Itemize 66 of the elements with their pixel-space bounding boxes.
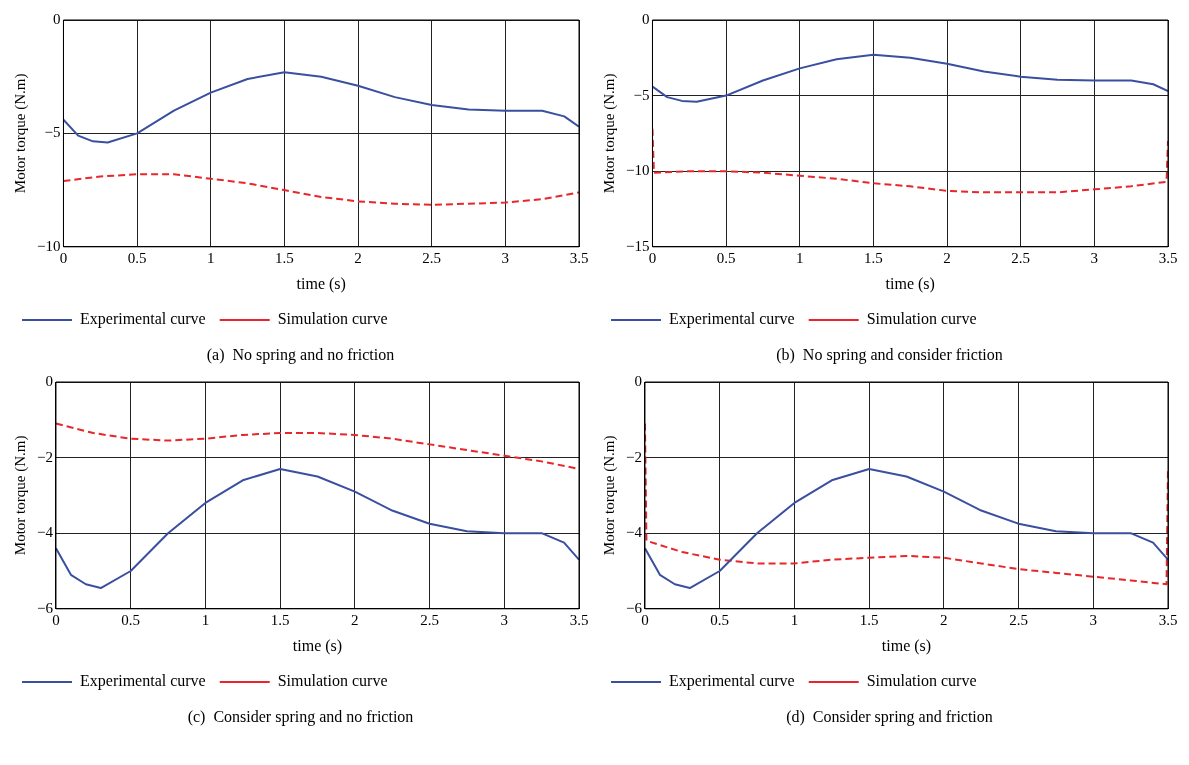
x-axis-title: time (s): [296, 274, 346, 293]
x-tick-label: 3.5: [1158, 611, 1178, 628]
text: (a) No spring and no friction: [205, 346, 396, 364]
x-axis-title: time (s): [885, 274, 935, 293]
legend-label: Simulation curve: [866, 672, 977, 690]
text: (d) Consider spring and friction: [785, 708, 994, 726]
legend-label: Experimental curve: [669, 672, 795, 691]
line-series: [652, 127, 1168, 194]
x-tick-label: 2: [943, 249, 951, 266]
y-axis-title: Motor torque (N.m): [600, 73, 618, 194]
x-tick-label: 3: [500, 611, 509, 628]
x-tick-label: 1: [790, 611, 799, 628]
y-tick-label: 0: [52, 10, 61, 27]
x-tick-label: 1.5: [270, 611, 290, 628]
x-tick-label: 0.5: [716, 249, 736, 266]
x-tick-label: 1: [201, 611, 210, 628]
y-tick-label: 0: [641, 10, 650, 27]
y-tick-label: −15: [625, 237, 650, 254]
x-tick-label: 2.5: [420, 611, 439, 628]
y-axis-title: Motor torque (N.m): [11, 73, 29, 194]
x-tick-label: 1.5: [859, 611, 879, 628]
y-tick-label: −2: [625, 448, 642, 465]
y-tick-label: 0: [634, 372, 642, 389]
y-tick-label: −4: [36, 524, 54, 541]
text: (c) Consider spring and no friction: [186, 708, 415, 726]
legend-label: Experimental curve: [669, 310, 795, 329]
x-tick-label: 1.5: [864, 249, 883, 266]
x-tick-label: 3: [1090, 249, 1099, 266]
x-tick-label: 3: [501, 249, 510, 266]
y-tick-label: −5: [44, 124, 61, 141]
x-tick-label: 2: [940, 611, 948, 628]
x-tick-label: 3.5: [1158, 249, 1178, 266]
x-tick-label: 3.5: [569, 611, 589, 628]
x-tick-label: 2.5: [1011, 249, 1031, 266]
x-tick-label: 2.5: [1009, 611, 1028, 628]
y-axis-title: Motor torque (N.m): [600, 435, 618, 556]
text: (b) No spring and consider friction: [775, 346, 1004, 364]
x-tick-label: 1.5: [275, 249, 294, 266]
x-axis-title: time (s): [292, 636, 343, 655]
legend-label: Simulation curve: [866, 310, 977, 328]
legend-label: Simulation curve: [277, 310, 388, 328]
y-tick-label: −10: [36, 237, 61, 254]
x-tick-label: 0.5: [127, 249, 147, 266]
y-axis-title: Motor torque (N.m): [11, 435, 29, 556]
line-series: [55, 422, 579, 470]
line-series: [63, 173, 579, 206]
x-tick-label: 1: [207, 249, 215, 266]
x-tick-label: 2.5: [422, 249, 442, 266]
x-tick-label: 3.5: [569, 249, 589, 266]
x-tick-label: 2: [354, 249, 362, 266]
y-tick-label: −4: [625, 524, 643, 541]
legend-label: Simulation curve: [277, 672, 388, 690]
legend-label: Experimental curve: [80, 672, 206, 691]
y-tick-label: 0: [45, 372, 53, 389]
y-tick-label: −2: [36, 448, 53, 465]
legend-label: Experimental curve: [80, 310, 206, 329]
y-tick-label: −10: [625, 162, 650, 179]
x-axis-title: time (s): [881, 636, 932, 655]
x-tick-label: 2: [351, 611, 359, 628]
x-tick-label: 0.5: [710, 611, 730, 628]
x-tick-label: 1: [796, 249, 804, 266]
y-tick-label: −5: [633, 86, 650, 103]
x-tick-label: 0.5: [121, 611, 141, 628]
y-tick-label: −6: [625, 599, 643, 616]
y-tick-label: −6: [36, 599, 54, 616]
x-tick-label: 3: [1089, 611, 1098, 628]
